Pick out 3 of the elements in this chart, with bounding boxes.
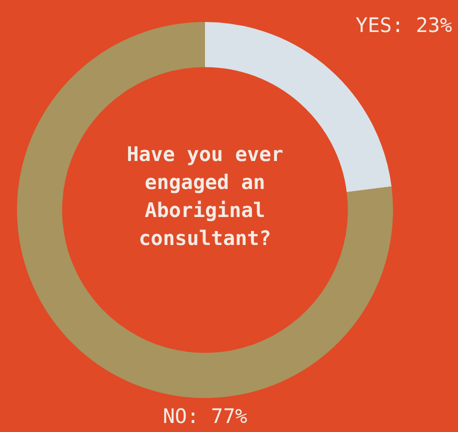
slice-label: NO: 77% bbox=[162, 404, 248, 428]
text: Have you ever engaged an Aboriginal consultant? bbox=[126, 141, 284, 252]
slice-label: YES: 23% bbox=[356, 13, 452, 38]
